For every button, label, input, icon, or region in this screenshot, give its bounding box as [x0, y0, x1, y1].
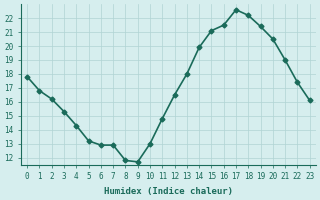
X-axis label: Humidex (Indice chaleur): Humidex (Indice chaleur)	[104, 187, 233, 196]
